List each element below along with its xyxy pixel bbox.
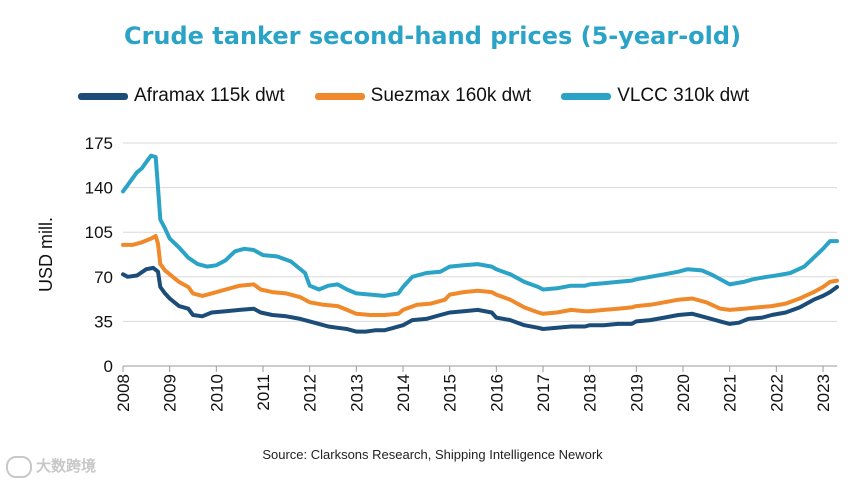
y-tick-label-0: 0 bbox=[104, 357, 113, 376]
legend-swatch-vlcc bbox=[561, 92, 612, 100]
x-tick-label-2009: 2009 bbox=[161, 374, 180, 412]
series-line-vlcc bbox=[121, 153, 839, 298]
legend-label-aframax: Aframax 115k dwt bbox=[134, 85, 285, 106]
legend-item-vlcc: VLCC 310k dwt bbox=[561, 85, 749, 107]
x-tick-label-2008: 2008 bbox=[114, 374, 133, 412]
x-tick-label-2010: 2010 bbox=[207, 374, 226, 412]
y-tick-label-105: 105 bbox=[85, 223, 113, 242]
x-tick-label-2011: 2011 bbox=[254, 374, 273, 411]
x-tick-label-2014: 2014 bbox=[394, 374, 413, 412]
x-tick-label-2017: 2017 bbox=[534, 374, 553, 412]
x-tick-label-2020: 2020 bbox=[674, 374, 693, 412]
x-tick-label-2023: 2023 bbox=[814, 374, 833, 412]
watermark-text: 大数跨境 bbox=[36, 458, 97, 475]
legend-label-vlcc: VLCC 310k dwt bbox=[617, 85, 750, 106]
x-tick-label-2018: 2018 bbox=[581, 374, 600, 412]
x-tick-label-2015: 2015 bbox=[441, 374, 460, 412]
series-line-suezmax bbox=[121, 234, 839, 317]
legend-item-aframax: Aframax 115k dwt bbox=[78, 85, 285, 107]
watermark: 大数跨境 bbox=[6, 455, 97, 479]
x-tick-label-2022: 2022 bbox=[767, 374, 786, 412]
watermark-logo-icon bbox=[6, 456, 32, 479]
legend-swatch-suezmax bbox=[314, 92, 365, 100]
legend-label-suezmax: Suezmax 160k dwt bbox=[370, 85, 532, 106]
y-tick-label-140: 140 bbox=[85, 179, 113, 198]
legend: Aframax 115k dwt Suezmax 160k dwt VLCC 3… bbox=[78, 84, 779, 108]
legend-item-suezmax: Suezmax 160k dwt bbox=[314, 85, 532, 107]
chart-title: Crude tanker second-hand prices (5-year-… bbox=[123, 22, 742, 50]
x-tick-label-2021: 2021 bbox=[721, 374, 740, 412]
x-tick-label-2012: 2012 bbox=[301, 374, 320, 412]
y-tick-label-70: 70 bbox=[94, 268, 113, 287]
y-axis-title: USD mill. bbox=[36, 217, 56, 292]
y-tick-label-175: 175 bbox=[85, 134, 113, 153]
y-tick-label-35: 35 bbox=[94, 312, 113, 331]
series-line-aframax bbox=[121, 265, 839, 334]
x-tick-label-2013: 2013 bbox=[347, 374, 366, 412]
x-tick-label-2019: 2019 bbox=[627, 374, 646, 412]
legend-swatch-aframax bbox=[78, 92, 128, 100]
x-tick-label-2016: 2016 bbox=[487, 374, 506, 412]
source-note: Source: Clarksons Research, Shipping Int… bbox=[262, 447, 603, 462]
